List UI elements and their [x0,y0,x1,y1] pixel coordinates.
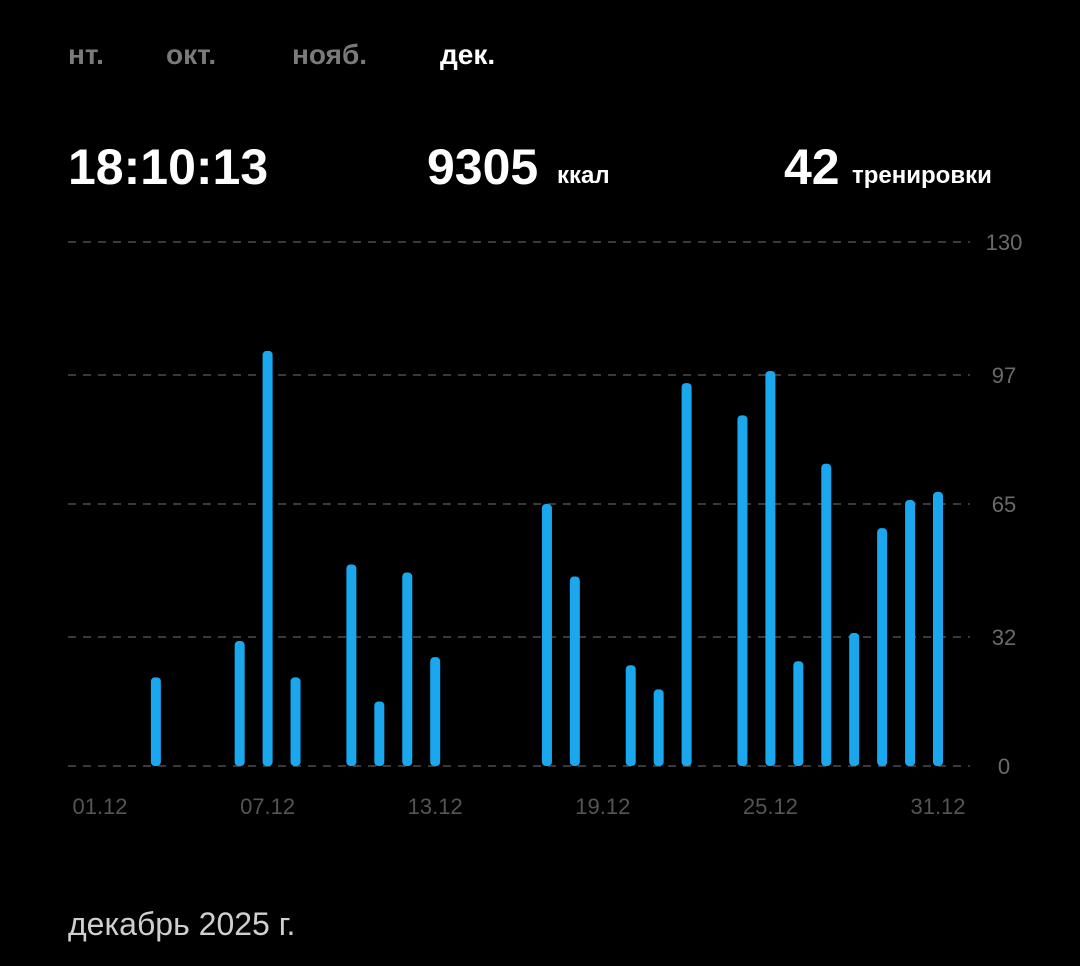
bar [625,665,636,766]
bar [541,504,552,766]
bar [290,677,301,766]
y-tick-label: 130 [986,230,1023,255]
x-tick-label: 07.12 [240,794,295,819]
bar [933,491,943,766]
workouts: 42 [784,139,840,195]
bar [905,499,916,766]
bar [346,564,357,766]
bar [262,350,273,766]
bar [569,576,580,766]
bar [681,383,692,766]
y-tick-label: 32 [992,625,1016,650]
bar [430,657,441,766]
y-tick-label: 65 [992,492,1016,517]
bar [402,572,413,766]
bar [653,689,664,766]
y-tick-label: 97 [992,363,1016,388]
workouts-unit: тренировки [852,162,992,189]
bar [793,661,804,766]
duration: 18:10:13 [68,139,268,195]
calories-unit: ккал [557,162,610,189]
bar [849,632,860,766]
bar [150,677,161,766]
y-tick-label: 0 [998,754,1010,779]
x-tick-label: 25.12 [743,794,798,819]
month-tab[interactable]: окт. [166,39,216,70]
bar [374,701,385,766]
bar [877,528,888,766]
x-tick-label: 01.12 [72,794,127,819]
bar [234,641,245,766]
month-tab[interactable]: нояб. [292,39,367,70]
bar [765,370,776,766]
calories: 9305 [427,139,538,195]
month-tab[interactable]: нт. [68,39,104,70]
x-tick-label: 31.12 [910,794,965,819]
period-label: декабрь 2025 г. [68,906,295,942]
bar [737,415,748,766]
x-tick-label: 13.12 [408,794,463,819]
month-tab[interactable]: дек. [440,39,495,70]
bar [821,463,832,766]
x-tick-label: 19.12 [575,794,630,819]
